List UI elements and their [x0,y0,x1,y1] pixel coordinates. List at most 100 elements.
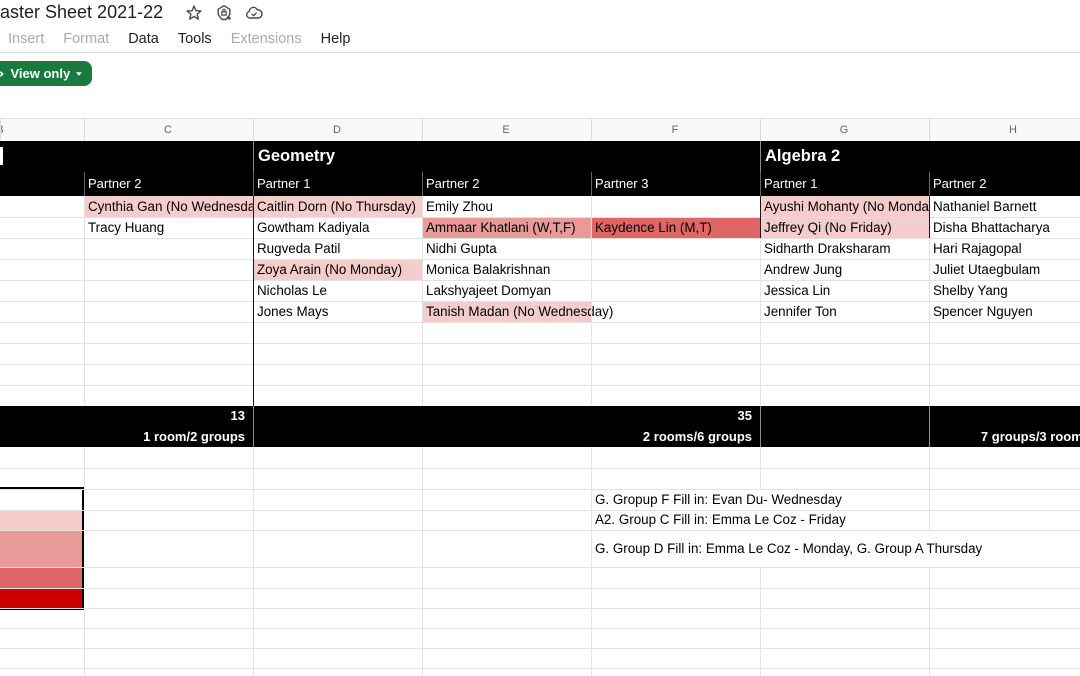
cell[interactable]: Spencer Nguyen [933,304,1033,319]
column-header-E[interactable]: E [502,124,510,136]
cell[interactable]: Hari Rajagopal [933,241,1022,256]
cell[interactable]: Ayushi Mohanty (No Monday) [760,196,929,217]
cell[interactable]: Tracy Huang [88,220,165,235]
h-gridline [0,468,1080,469]
v-gridline [422,196,423,406]
count-band: 13 35 [0,406,1080,426]
cell[interactable]: Nicholas Le [257,283,327,298]
h-gridline [0,530,1080,531]
partner-label: Partner 3 [595,176,649,191]
cell[interactable]: Ammaar Khatlani (W,T,F) [422,217,591,238]
column-header-B[interactable]: B [0,119,6,142]
v-gridline [760,567,761,676]
menu-help[interactable]: Help [320,31,351,47]
column-header-D[interactable]: D [333,124,341,136]
partner-header-band: Partner 2 Partner 1 Partner 2 Partner 3 Part… [0,172,1080,196]
section-header-band: Geometry Algebra 2 [0,141,1080,172]
v-gridline [84,610,85,676]
band-separator [760,172,761,196]
legend-swatch[interactable] [0,530,82,567]
h-gridline [0,588,1080,589]
band-separator [253,141,254,172]
legend-swatch[interactable] [0,489,82,510]
cell[interactable]: Jeffrey Qi (No Friday) [760,217,929,238]
v-gridline [591,196,592,406]
band-separator [422,172,423,196]
cell[interactable]: Jennifer Ton [764,304,837,319]
partner-label: Partner 2 [426,176,480,191]
h-gridline [0,301,1080,302]
h-gridline [0,567,1080,568]
note-cell[interactable]: G. Gropup F Fill in: Evan Du- Wednesday [595,492,842,507]
eye-icon [0,70,4,77]
h-gridline [0,280,1080,281]
cell[interactable]: Nidhi Gupta [426,241,497,256]
v-gridline [760,447,761,489]
menu-extensions[interactable]: Extensions [230,31,302,47]
h-gridline [0,628,1080,629]
cell[interactable]: Tanish Madan (No Wednesday) [422,301,613,322]
cell[interactable]: Andrew Jung [764,262,843,277]
legend-swatch[interactable] [0,567,82,588]
shield-plus-icon[interactable] [214,3,234,23]
note-cell[interactable]: A2. Group C Fill in: Emma Le Coz - Frida… [595,512,846,527]
rooms-band: 1 room/2 groups 2 rooms/6 groups 7 group… [0,426,1080,447]
cell[interactable]: Cynthia Gan (No Wednesday) [84,196,253,217]
column-separator [253,119,254,142]
clipped-cell-text-fragment [0,147,3,165]
column-header-G[interactable]: G [839,124,849,136]
menu-insert[interactable]: Insert [8,31,45,47]
column-header-H[interactable]: H [1009,124,1017,136]
v-gridline [929,196,930,238]
v-gridline [929,447,930,530]
note-cell[interactable]: G. Group D Fill in: Emma Le Coz - Monday… [595,541,983,556]
view-only-label: View only [10,66,71,81]
cell[interactable]: Emily Zhou [426,199,493,214]
partner-label: Partner 1 [764,176,818,191]
menu-data[interactable]: Data [128,31,159,47]
cell[interactable]: Rugveda Patil [257,241,341,256]
doc-title[interactable]: aster Sheet 2021-22 [0,2,164,22]
v-gridline [253,447,254,676]
v-gridline [760,238,761,406]
v-gridline [929,567,930,676]
legend-swatch[interactable] [0,588,82,608]
star-icon[interactable] [184,3,204,23]
legend-swatch[interactable] [0,510,82,530]
cell[interactable]: Zoya Arain (No Monday) [253,259,422,280]
geometry-count: 13 [230,408,245,423]
v-gridline [253,196,254,406]
cell[interactable]: Lakshyajeet Domyan [426,283,552,298]
partner-label: Partner 1 [257,176,311,191]
column-separator [84,119,85,142]
caret-down-icon [76,71,82,76]
column-separator [929,119,930,142]
cell[interactable]: Sidharth Draksharam [764,241,891,256]
cell[interactable]: Jessica Lin [764,283,831,298]
v-gridline [760,196,761,238]
cell[interactable]: Shelby Yang [933,283,1008,298]
cell[interactable]: Juliet Utaegbulam [933,262,1041,277]
cell[interactable]: Jones Mays [257,304,329,319]
v-gridline [84,196,85,406]
cell[interactable]: Disha Bhattacharya [933,220,1050,235]
h-gridline [0,648,1080,649]
column-header-C[interactable]: C [164,124,172,136]
menu-format[interactable]: Format [63,31,110,47]
toolbar-divider [0,52,1080,53]
cell[interactable]: Nathaniel Barnett [933,199,1037,214]
band-separator [760,426,761,447]
h-rooms: 7 groups/3 rooms [980,429,1080,444]
column-header-F[interactable]: F [671,124,679,136]
cloud-check-icon[interactable] [244,3,264,23]
cell[interactable]: Caitlin Dorn (No Thursday) [253,196,422,217]
cell[interactable]: Kaydence Lin (M,T) [591,217,760,238]
cell[interactable]: Monica Balakrishnan [426,262,551,277]
cell[interactable]: Gowtham Kadiyala [257,220,370,235]
view-only-button[interactable]: View only [0,61,92,86]
column-separator [760,119,761,142]
h-gridline [0,364,1080,365]
menu-tools[interactable]: Tools [177,31,212,47]
menu-bar: Insert Format Data Tools Extensions Help [8,27,350,51]
